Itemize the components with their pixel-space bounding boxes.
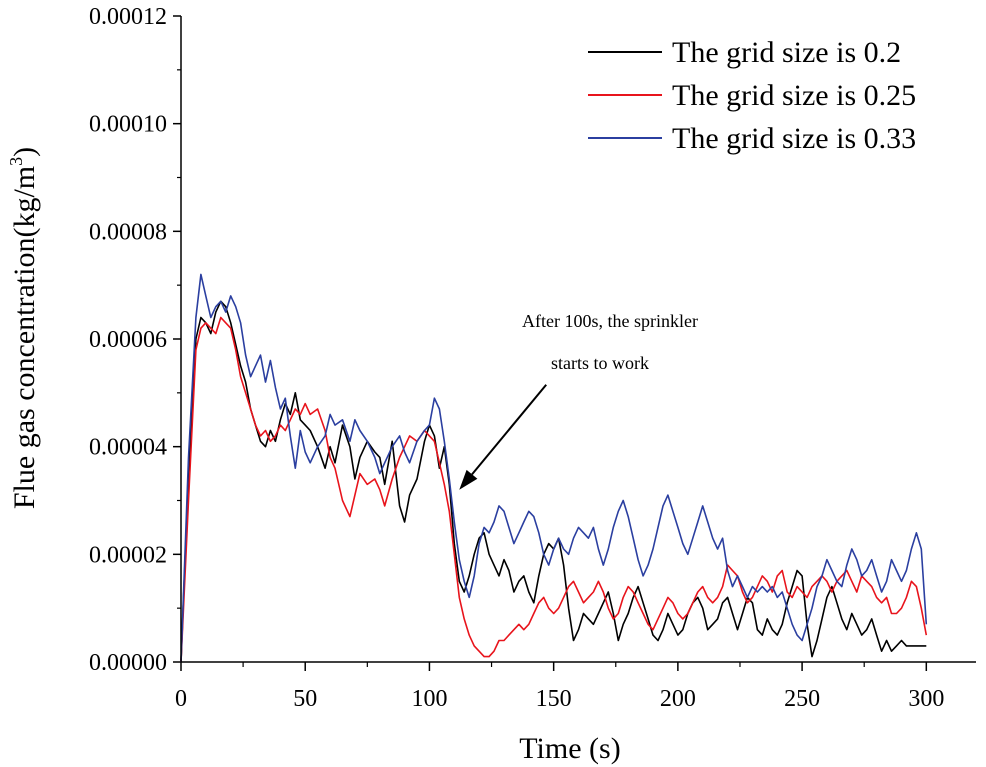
series-layer: [180, 273, 928, 663]
x-tick-label: 100: [411, 686, 447, 712]
y-axis-label-main: Flue gas concentration(kg/m: [8, 166, 41, 509]
x-tick-label: 50: [293, 686, 317, 712]
x-axis-ticks: 0 50 100 150 200 250 300: [175, 662, 944, 712]
y-tick-label: 0.00010: [89, 112, 167, 138]
x-tick-label: 150: [536, 686, 572, 712]
y-tick-label: 0.00008: [89, 219, 167, 245]
annotation-arrow-head: [459, 469, 478, 490]
series-line-3: [180, 273, 928, 663]
x-tick-label: 0: [175, 686, 187, 712]
y-tick-label: 0.00006: [89, 327, 167, 353]
x-axis-label: Time (s): [519, 732, 620, 765]
y-tick-label: 0.00012: [89, 4, 167, 30]
x-tick-label: 200: [660, 686, 696, 712]
legend: The grid size is 0.2 The grid size is 0.2…: [588, 36, 916, 155]
annotation-text-line2: starts to work: [551, 353, 649, 373]
series-line-2: [180, 316, 928, 663]
legend-label-1: The grid size is 0.2: [672, 36, 901, 69]
annotation-arrow-line: [471, 384, 547, 475]
y-axis-label-close: ): [8, 147, 41, 157]
y-axis-ticks: 0.00000 0.00002 0.00004 0.00006 0.00008 0.000…: [89, 4, 181, 676]
sprinkler-annotation: After 100s, the sprinkler starts to work: [459, 311, 698, 490]
plot-area: 0.00000 0.00002 0.00004 0.00006 0.00008 0.000…: [89, 4, 976, 712]
y-tick-label: 0.00000: [89, 650, 167, 676]
annotation-text-line1: After 100s, the sprinkler: [522, 311, 698, 331]
x-tick-label: 300: [908, 686, 944, 712]
y-axis-label-superscript: 3: [6, 157, 26, 166]
y-axis-label: Flue gas concentration(kg/m3): [6, 147, 41, 509]
y-tick-label: 0.00004: [89, 435, 167, 461]
y-tick-label: 0.00002: [89, 542, 167, 568]
legend-label-2: The grid size is 0.25: [672, 79, 916, 112]
legend-label-3: The grid size is 0.33: [672, 122, 916, 155]
x-tick-label: 250: [784, 686, 820, 712]
